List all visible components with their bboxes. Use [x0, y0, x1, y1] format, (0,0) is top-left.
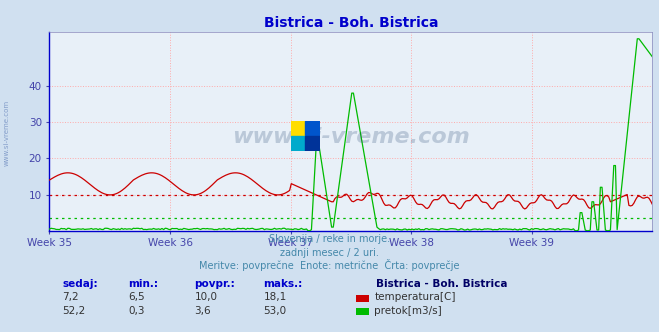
Text: temperatura[C]: temperatura[C] — [374, 292, 456, 302]
Text: 18,1: 18,1 — [264, 292, 287, 302]
Text: min.:: min.: — [129, 279, 159, 289]
Bar — [291, 136, 306, 151]
Bar — [306, 136, 320, 151]
Text: pretok[m3/s]: pretok[m3/s] — [374, 306, 442, 316]
Bar — [291, 121, 306, 136]
Text: zadnji mesec / 2 uri.: zadnji mesec / 2 uri. — [280, 248, 379, 258]
Text: 10,0: 10,0 — [194, 292, 217, 302]
Text: 7,2: 7,2 — [63, 292, 79, 302]
Text: povpr.:: povpr.: — [194, 279, 235, 289]
Text: 6,5: 6,5 — [129, 292, 145, 302]
Text: maks.:: maks.: — [264, 279, 303, 289]
Text: sedaj:: sedaj: — [63, 279, 98, 289]
Text: 52,2: 52,2 — [63, 306, 86, 316]
Text: Bistrica - Boh. Bistrica: Bistrica - Boh. Bistrica — [376, 279, 507, 289]
Text: www.si-vreme.com: www.si-vreme.com — [3, 100, 10, 166]
Text: Slovenija / reke in morje.: Slovenija / reke in morje. — [269, 234, 390, 244]
Text: 53,0: 53,0 — [264, 306, 287, 316]
Text: 0,3: 0,3 — [129, 306, 145, 316]
Text: Meritve: povprečne  Enote: metrične  Črta: povprečje: Meritve: povprečne Enote: metrične Črta:… — [199, 259, 460, 271]
Title: Bistrica - Boh. Bistrica: Bistrica - Boh. Bistrica — [264, 16, 438, 30]
Text: 3,6: 3,6 — [194, 306, 211, 316]
Text: www.si-vreme.com: www.si-vreme.com — [232, 127, 470, 147]
Bar — [306, 121, 320, 136]
